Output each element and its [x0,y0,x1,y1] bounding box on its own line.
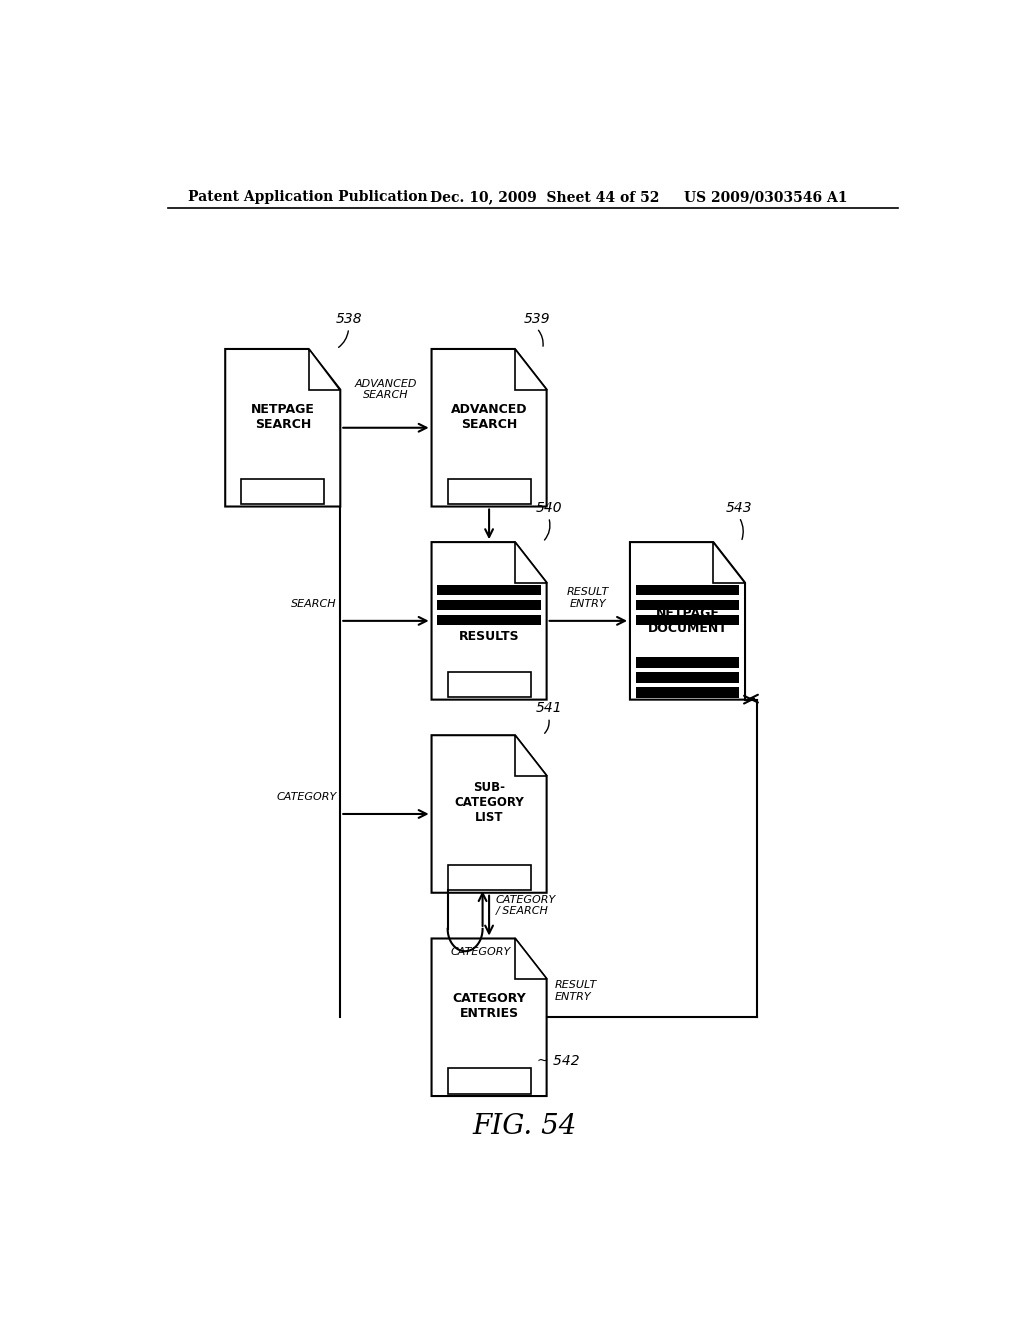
Text: US 2009/0303546 A1: US 2009/0303546 A1 [684,190,847,205]
Text: 541: 541 [536,701,562,715]
Bar [636,657,739,668]
Text: SEARCH
RESULTS: SEARCH RESULTS [459,615,519,643]
Polygon shape [515,543,547,582]
Polygon shape [431,735,547,892]
Text: SUB-
CATEGORY
LIST: SUB- CATEGORY LIST [455,781,524,825]
Bar [636,585,739,595]
Text: Dec. 10, 2009  Sheet 44 of 52: Dec. 10, 2009 Sheet 44 of 52 [430,190,658,205]
Text: SEARCH: SEARCH [291,599,336,609]
Bar [447,1068,530,1093]
Bar [636,599,739,610]
Text: 538: 538 [335,312,361,326]
Text: RESULT
ENTRY: RESULT ENTRY [555,981,597,1002]
Bar [636,672,739,682]
Polygon shape [630,543,745,700]
Bar [447,672,530,697]
Polygon shape [225,348,340,507]
Text: ADVANCED
SEARCH: ADVANCED SEARCH [451,403,527,430]
Text: ADVANCED
SEARCH: ADVANCED SEARCH [354,379,417,400]
Polygon shape [714,543,745,582]
Polygon shape [431,939,547,1096]
Bar [437,615,541,624]
Polygon shape [515,939,547,979]
Text: NETPAGE
SEARCH: NETPAGE SEARCH [251,403,314,430]
Bar [437,585,541,595]
Polygon shape [431,543,547,700]
Text: ~ 542: ~ 542 [537,1055,580,1068]
Text: CATEGORY: CATEGORY [451,948,511,957]
Bar [242,479,325,504]
Polygon shape [515,348,547,389]
Bar [636,688,739,697]
Text: 543: 543 [726,502,753,515]
Text: FIG. 54: FIG. 54 [473,1113,577,1139]
Text: CATEGORY
ENTRIES: CATEGORY ENTRIES [453,993,526,1020]
Text: CATEGORY: CATEGORY [276,792,336,801]
Polygon shape [308,348,340,389]
Bar [447,479,530,504]
Bar [437,599,541,610]
Polygon shape [431,348,547,507]
Text: 540: 540 [536,502,562,515]
Text: 539: 539 [523,312,550,326]
Text: NETPAGE
DOCUMENT: NETPAGE DOCUMENT [647,607,727,635]
Bar [636,615,739,624]
Bar [447,865,530,890]
Text: CATEGORY
/ SEARCH: CATEGORY / SEARCH [496,895,556,916]
Text: RESULT
ENTRY: RESULT ENTRY [567,587,609,609]
Polygon shape [515,735,547,776]
Text: Patent Application Publication: Patent Application Publication [187,190,427,205]
